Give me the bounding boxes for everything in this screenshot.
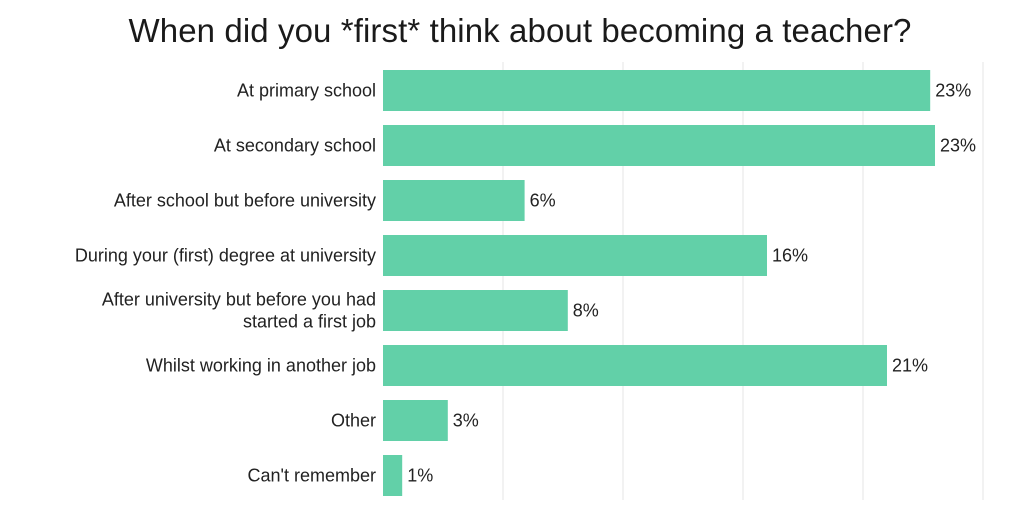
bar <box>383 400 448 441</box>
value-label: 1% <box>407 466 433 486</box>
bar <box>383 235 767 276</box>
bar <box>383 180 525 221</box>
value-label: 3% <box>453 411 479 431</box>
category-labels: At primary school At secondary school Afte… <box>75 81 376 486</box>
value-label: 23% <box>940 136 976 156</box>
category-label: After school but before university <box>114 191 376 211</box>
value-labels: 23% 23% 6% 16% 8% 21% 3% 1% <box>407 81 976 486</box>
category-label: Other <box>331 411 376 431</box>
value-label: 23% <box>935 81 971 101</box>
value-label: 21% <box>892 356 928 376</box>
value-label: 8% <box>573 301 599 321</box>
category-label: At primary school <box>237 81 376 101</box>
bar <box>383 455 403 496</box>
bar <box>383 70 931 111</box>
category-label: During your (first) degree at university <box>75 246 376 266</box>
category-label: Whilst working in another job <box>146 356 376 376</box>
category-label: At secondary school <box>214 136 376 156</box>
value-label: 6% <box>530 191 556 211</box>
bar <box>383 290 568 331</box>
bars <box>383 70 935 496</box>
category-label: Can't remember <box>248 466 376 486</box>
bar <box>383 125 935 166</box>
chart-title: When did you *first* think about becomin… <box>128 12 912 49</box>
bar <box>383 345 887 386</box>
value-label: 16% <box>772 246 808 266</box>
category-label: After university but before you had start… <box>102 290 376 332</box>
